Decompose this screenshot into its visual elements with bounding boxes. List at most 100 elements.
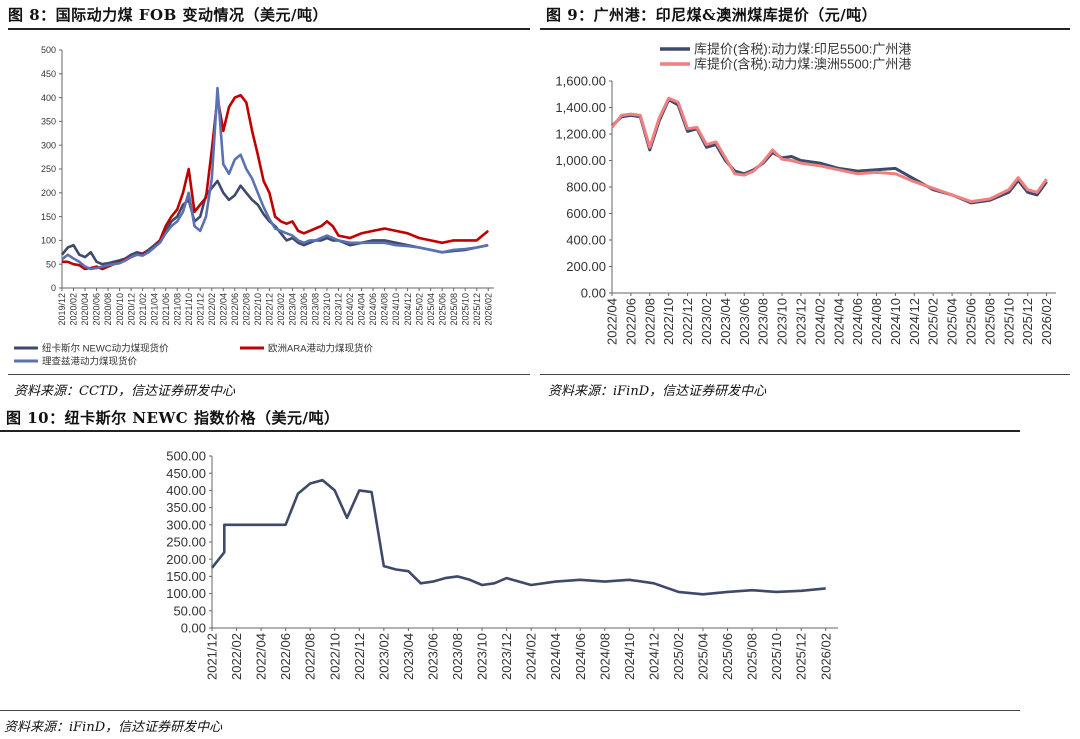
fig8-x-tick-label: 2020/04 [80, 293, 90, 326]
fig9-source: 资料来源：iFinD，信达证券研发中心 [548, 384, 767, 399]
fig9-x-tick-label: 2022/12 [680, 298, 695, 345]
fig10-x-tick-label: 2022/12 [352, 633, 367, 680]
fig8-y-tick-label: 250 [41, 164, 56, 174]
fig8-y-tick-label: 0 [51, 283, 56, 293]
fig8-x-tick-label: 2025/10 [460, 293, 470, 326]
fig9-y-tick-label: 1,400.00 [555, 100, 606, 115]
fig8-x-tick-label: 2020/02 [69, 293, 79, 326]
fig9-x-tick-label: 2025/02 [926, 298, 941, 345]
fig8-x-tick-label: 2022/12 [265, 293, 275, 326]
fig9-y-tick-label: 200.00 [566, 259, 606, 274]
fig10-x-tick-label: 2024/12 [646, 633, 661, 680]
fig10-x-tick-label: 2022/10 [327, 633, 342, 680]
fig10-x-tick-label: 2023/12 [499, 633, 514, 680]
fig9-x-tick-label: 2024/08 [869, 298, 884, 345]
fig10-bottom-rule [0, 710, 1020, 711]
fig10-x-tick-label: 2022/06 [278, 633, 293, 680]
fig9-series-line-1 [610, 96, 1048, 204]
fig8-y-tick-label: 200 [41, 188, 56, 198]
fig8-x-tick-label: 2024/08 [380, 293, 390, 326]
fig10-y-tick-label: 150.00 [166, 569, 206, 584]
fig8-x-tick-label: 2019/12 [57, 293, 67, 326]
fig8-x-tick-label: 2022/06 [230, 293, 240, 326]
fig8-x-tick-label: 2022/10 [253, 293, 263, 326]
fig8-x-tick-label: 2021/10 [184, 293, 194, 326]
fig8-legend-label: 欧洲ARA港动力煤现货价 [268, 343, 374, 355]
fig10-x-tick-label: 2022/04 [254, 633, 269, 680]
fig8-x-tick-label: 2023/06 [299, 293, 309, 326]
fig8-y-tick-label: 50 [46, 259, 56, 269]
fig8-x-tick-label: 2023/08 [311, 293, 321, 326]
fig8-legend-label: 纽卡斯尔 NEWC动力煤现货价 [42, 343, 169, 355]
fig8-x-tick-label: 2022/08 [241, 293, 251, 326]
fig8-x-tick-label: 2023/10 [322, 293, 332, 326]
fig10-source: 资料来源：iFinD，信达证券研发中心 [4, 720, 223, 735]
fig8-x-tick-label: 2024/02 [345, 293, 355, 326]
fig10-title: 图 10：纽卡斯尔 NEWC 指数价格（美元/吨） [6, 409, 340, 427]
fig8-y-tick-label: 400 [41, 93, 56, 103]
fig9-title: 图 9：广州港：印尼煤&澳洲煤库提价（元/吨） [546, 6, 878, 24]
fig9-x-tick-label: 2023/04 [718, 298, 733, 345]
fig9-x-tick-label: 2025/04 [945, 298, 960, 345]
fig9-x-tick-label: 2022/10 [661, 298, 676, 345]
fig9-y-tick-label: 1,000.00 [555, 153, 606, 168]
fig9-x-tick-label: 2025/08 [982, 298, 997, 345]
fig10-x-tick-label: 2025/10 [769, 633, 784, 680]
fig8-x-tick-label: 2025/02 [414, 293, 424, 326]
fig8-x-tick-label: 2020/10 [115, 293, 125, 326]
fig9-series-line-0 [610, 98, 1048, 205]
fig10-x-tick-label: 2023/02 [376, 633, 391, 680]
fig10-top-rule [0, 430, 1020, 432]
fig10-x-tick-label: 2025/12 [794, 633, 809, 680]
fig9-x-tick-label: 2025/12 [1020, 298, 1035, 345]
fig8-x-tick-label: 2021/02 [138, 293, 148, 326]
fig8-x-tick-label: 2025/06 [437, 293, 447, 326]
fig8-x-tick-label: 2025/08 [449, 293, 459, 326]
fig8-y-tick-label: 100 [41, 236, 56, 246]
fig9-x-tick-label: 2023/12 [793, 298, 808, 345]
fig9-x-tick-label: 2023/08 [756, 298, 771, 345]
fig8-legend-label: 理查兹港动力煤现货价 [42, 356, 138, 368]
fig9-y-tick-label: 600.00 [566, 206, 606, 221]
fig8-x-tick-label: 2024/04 [357, 293, 367, 326]
fig9-x-tick-label: 2024/04 [831, 298, 846, 345]
fig10-x-tick-label: 2023/10 [475, 633, 490, 680]
fig10-y-tick-label: 400.00 [166, 483, 206, 498]
fig8-x-tick-label: 2023/04 [288, 293, 298, 326]
fig9-bottom-rule [540, 374, 1070, 375]
fig9-x-tick-label: 2024/02 [812, 298, 827, 345]
fig10-x-tick-label: 2025/02 [671, 633, 686, 680]
fig10-y-tick-label: 200.00 [166, 552, 206, 567]
fig10-x-tick-label: 2022/02 [229, 633, 244, 680]
fig8-y-tick-label: 500 [41, 45, 56, 55]
fig8-y-tick-label: 350 [41, 117, 56, 127]
fig8-x-tick-label: 2026/02 [483, 293, 493, 326]
fig9-x-tick-label: 2026/02 [1039, 298, 1054, 345]
fig10-series-line-0 [210, 478, 826, 596]
fig10-x-tick-label: 2024/02 [524, 633, 539, 680]
fig10-x-tick-label: 2022/08 [303, 633, 318, 680]
fig10-x-tick-label: 2021/12 [205, 633, 220, 680]
fig8-series-line-2 [61, 86, 489, 271]
fig8-x-tick-label: 2025/04 [426, 293, 436, 326]
fig9-y-tick-label: 800.00 [566, 180, 606, 195]
fig9-legend-label: 库提价(含税):动力煤:澳洲5500:广州港 [694, 57, 911, 72]
fig8-x-tick-label: 2020/12 [126, 293, 136, 326]
fig10-x-tick-label: 2024/06 [573, 633, 588, 680]
fig8-bottom-rule [8, 374, 530, 375]
fig9-x-tick-label: 2024/12 [907, 298, 922, 345]
fig9-x-tick-label: 2025/06 [964, 298, 979, 345]
fig9-x-tick-label: 2022/08 [642, 298, 657, 345]
fig10-x-tick-label: 2025/04 [696, 633, 711, 680]
fig10-x-tick-label: 2025/08 [745, 633, 760, 680]
fig10-y-tick-label: 450.00 [166, 466, 206, 481]
fig8-y-tick-label: 150 [41, 212, 56, 222]
fig8-x-tick-label: 2023/02 [276, 293, 286, 326]
fig8-series-line-1 [62, 93, 490, 271]
fig9-legend-label: 库提价(含税):动力煤:印尼5500:广州港 [694, 42, 911, 57]
fig9-x-tick-label: 2022/04 [605, 298, 620, 345]
fig8-x-tick-label: 2020/06 [92, 293, 102, 326]
fig8-x-tick-label: 2024/06 [368, 293, 378, 326]
fig10-x-tick-label: 2024/08 [597, 633, 612, 680]
